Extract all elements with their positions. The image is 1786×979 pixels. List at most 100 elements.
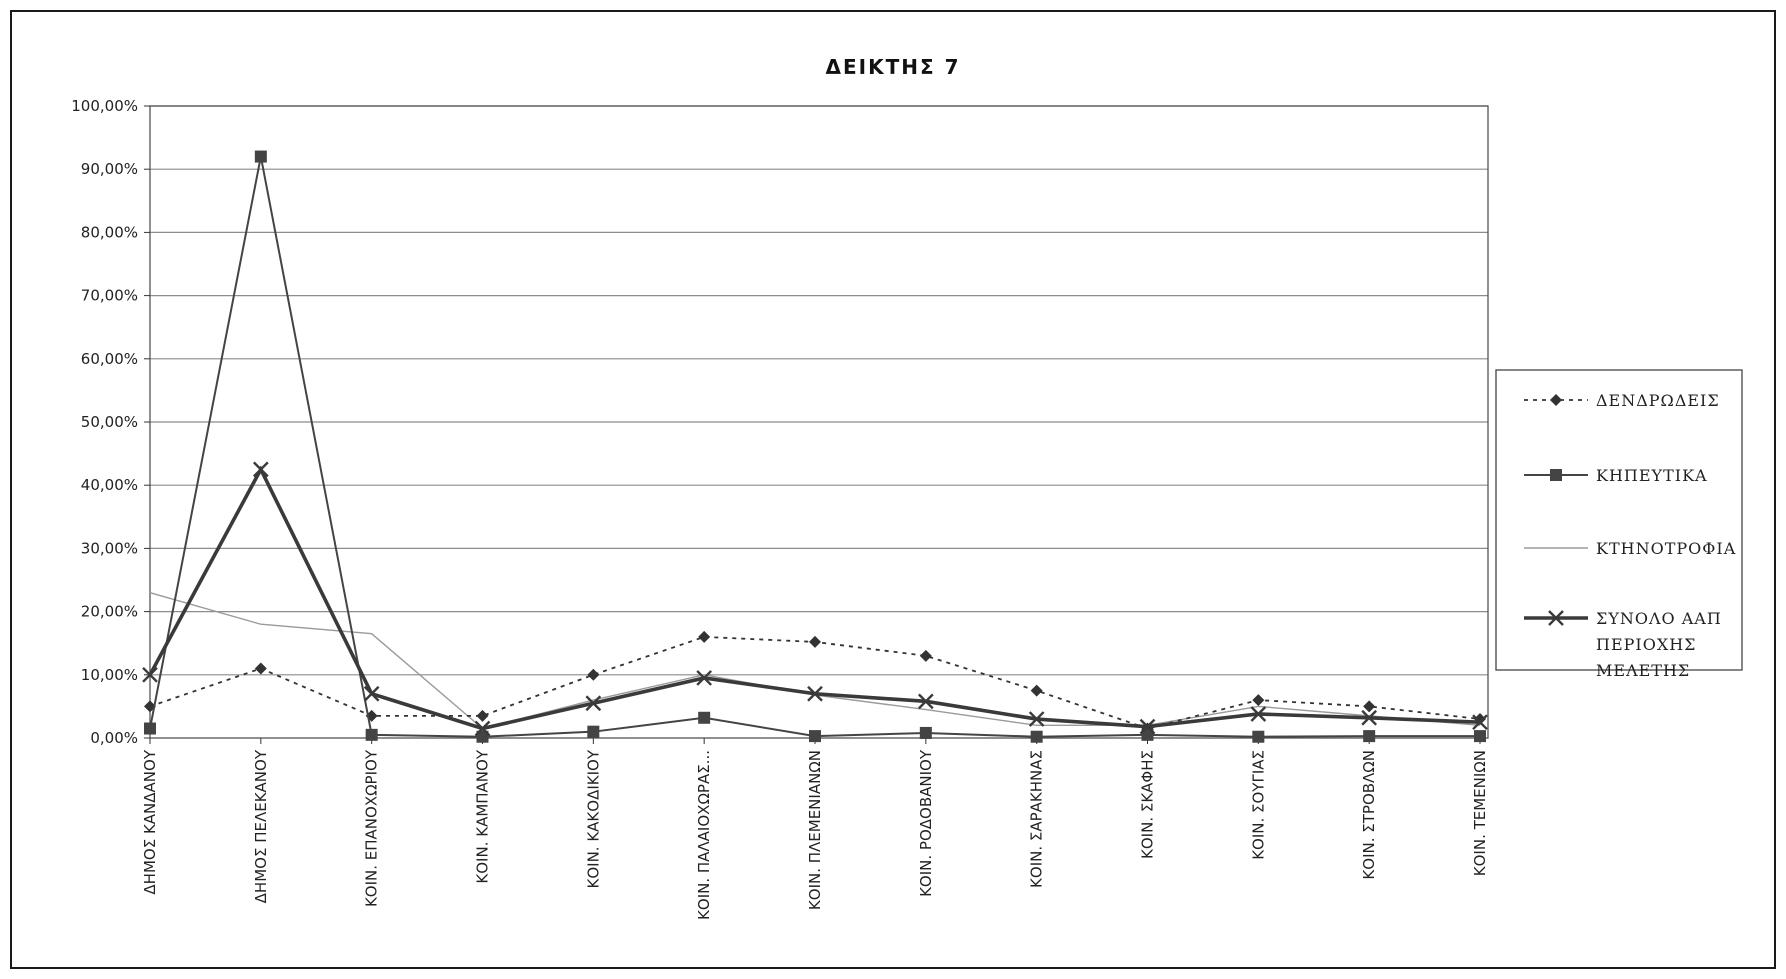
data-point-stroke bbox=[142, 666, 158, 683]
y-tick-label: 20,00% bbox=[81, 603, 138, 621]
data-point bbox=[1550, 469, 1562, 481]
data-point-stroke bbox=[585, 695, 602, 712]
chart-title: ΔΕΙΚΤΗΣ 7 bbox=[825, 55, 960, 79]
data-point bbox=[1472, 714, 1488, 731]
y-tick-label: 60,00% bbox=[81, 350, 138, 368]
data-point bbox=[142, 666, 158, 683]
legend-item: ΔΕΝΔΡΩΔΕΙΣ bbox=[1524, 391, 1720, 410]
y-tick-label: 40,00% bbox=[81, 476, 138, 494]
series-1 bbox=[144, 630, 1486, 735]
data-point bbox=[587, 725, 600, 738]
data-point bbox=[1548, 610, 1564, 626]
data-point bbox=[1252, 730, 1265, 743]
data-point bbox=[585, 695, 602, 712]
x-axis: ΔΗΜΟΣ ΚΑΝΔΑΝΟΥ ΔΗΜΟΣ ΠΕΛΕΚΑΝΟΥ ΚΟΙΝ. ΕΠΑΝΟ… bbox=[141, 738, 1489, 920]
series-layer bbox=[142, 150, 1488, 743]
data-point bbox=[1139, 718, 1156, 735]
x-tick-label: ΚΟΙΝ. ΚΑΜΠΑΝΟΥ bbox=[474, 749, 492, 883]
x-tick-label: ΚΟΙΝ. ΣΚΑΦΗΣ bbox=[1139, 750, 1157, 859]
data-point bbox=[809, 635, 821, 648]
legend-label: ΚΗΠΕΥΤΙΚΑ bbox=[1596, 466, 1708, 485]
data-point bbox=[1363, 700, 1376, 713]
legend: ΔΕΝΔΡΩΔΕΙΣ ΚΗΠΕΥΤΙΚΑ ΚΤΗΝΟΤΡΟΦΙΑ ΣΥΝΟΛΟ ΑΑΠ… bbox=[1495, 369, 1743, 680]
data-point bbox=[254, 662, 267, 675]
y-tick-label: 70,00% bbox=[81, 287, 138, 305]
series-line bbox=[148, 465, 1481, 731]
data-point bbox=[1474, 730, 1486, 743]
y-tick-label: 0,00% bbox=[90, 729, 138, 747]
data-point bbox=[919, 726, 932, 739]
data-point bbox=[363, 685, 380, 702]
data-point-stroke bbox=[252, 461, 269, 478]
legend-item: ΚΗΠΕΥΤΙΚΑ bbox=[1524, 466, 1708, 485]
series-4 bbox=[142, 461, 1488, 737]
y-tick-label: 90,00% bbox=[81, 160, 138, 178]
data-point bbox=[1030, 684, 1043, 697]
data-point bbox=[1363, 730, 1376, 743]
x-tick-label: ΚΟΙΝ. ΣΤΡΟΒΛΩΝ bbox=[1360, 750, 1378, 880]
data-point bbox=[698, 711, 711, 724]
y-tick-label: 100,00% bbox=[71, 97, 138, 115]
data-point bbox=[1030, 730, 1043, 743]
data-point-stroke bbox=[696, 670, 713, 686]
y-axis: 0,00% 10,00% 20,00% 30,00% 40,00% 50,00% 60,00… bbox=[71, 97, 150, 747]
data-point-stroke bbox=[1028, 711, 1045, 727]
data-point bbox=[144, 722, 156, 735]
x-tick-label: ΔΗΜΟΣ ΚΑΝΔΑΝΟΥ bbox=[141, 749, 159, 894]
series-2 bbox=[144, 150, 1486, 743]
x-tick-label: ΚΟΙΝ. ΣΟΥΓΙΑΣ bbox=[1249, 750, 1267, 860]
data-point-stroke bbox=[363, 685, 380, 702]
data-point bbox=[476, 709, 489, 722]
legend-item: ΣΥΝΟΛΟ ΑΑΠ ΠΕΡΙΟΧΗΣ ΜΕΛΕΤΗΣ bbox=[1524, 609, 1722, 680]
data-point bbox=[917, 693, 934, 710]
data-point-stroke bbox=[1139, 718, 1156, 735]
data-point bbox=[252, 461, 269, 478]
data-point bbox=[1550, 394, 1562, 406]
y-tick-label: 80,00% bbox=[81, 223, 138, 241]
legend-label: ΔΕΝΔΡΩΔΕΙΣ bbox=[1596, 391, 1720, 410]
data-point bbox=[365, 728, 378, 741]
data-point-stroke bbox=[474, 720, 491, 737]
data-point bbox=[476, 730, 489, 743]
data-point bbox=[698, 630, 711, 643]
chart-frame bbox=[10, 10, 1776, 969]
grid bbox=[150, 105, 1488, 676]
legend-box bbox=[1495, 369, 1743, 671]
data-point-stroke bbox=[1250, 706, 1267, 722]
x-tick-label: ΚΟΙΝ. ΕΠΑΝΟΧΩΡΙΟΥ bbox=[363, 749, 381, 907]
data-point bbox=[809, 730, 821, 743]
x-tick-label: ΚΟΙΝ. ΡΟΔΟΒΑΝΙΟΥ bbox=[917, 749, 935, 897]
x-tick-label: ΚΟΙΝ. ΚΑΚΟΔΙΚΙΟΥ bbox=[584, 749, 602, 888]
data-point bbox=[807, 685, 823, 702]
y-tick-label: 50,00% bbox=[81, 413, 138, 431]
y-tick-label: 30,00% bbox=[81, 539, 138, 557]
data-point-stroke bbox=[807, 685, 823, 702]
x-tick-label: ΚΟΙΝ. ΣΑΡΑΚΗΝΑΣ bbox=[1028, 750, 1046, 888]
data-point bbox=[587, 668, 600, 681]
data-point bbox=[1250, 706, 1267, 722]
x-tick-label: ΔΗΜΟΣ ΠΕΛΕΚΑΝΟΥ bbox=[252, 749, 270, 903]
data-point-stroke bbox=[917, 693, 934, 710]
data-point bbox=[1361, 709, 1378, 726]
data-point bbox=[254, 150, 267, 163]
legend-label: ΠΕΡΙΟΧΗΣ bbox=[1596, 635, 1697, 654]
data-point-stroke bbox=[1548, 610, 1564, 626]
data-point-stroke bbox=[1361, 709, 1378, 726]
data-point bbox=[1028, 711, 1045, 727]
legend-label: ΣΥΝΟΛΟ ΑΑΠ bbox=[1596, 609, 1722, 628]
legend-label: ΚΤΗΝΟΤΡΟΦΙΑ bbox=[1596, 539, 1736, 558]
series-3 bbox=[149, 591, 1481, 730]
x-tick-label: ΚΟΙΝ. ΠΑΛΑΙΟΧΩΡΑΣ... bbox=[695, 750, 713, 920]
data-point-stroke bbox=[1472, 714, 1488, 731]
series-line bbox=[149, 591, 1481, 730]
data-point bbox=[919, 649, 932, 662]
x-tick-label: ΚΟΙΝ. ΠΛΕΜΕΝΙΑΝΩΝ bbox=[806, 750, 824, 910]
legend-item: ΚΤΗΝΟΤΡΟΦΙΑ bbox=[1524, 539, 1736, 558]
data-point bbox=[1252, 694, 1265, 707]
data-point bbox=[696, 670, 713, 686]
y-tick-label: 10,00% bbox=[81, 666, 138, 684]
legend-label: ΜΕΛΕΤΗΣ bbox=[1596, 661, 1690, 680]
data-point bbox=[1141, 728, 1154, 741]
x-tick-label: ΚΟΙΝ. ΤΕΜΕΝΙΩΝ bbox=[1471, 750, 1489, 876]
